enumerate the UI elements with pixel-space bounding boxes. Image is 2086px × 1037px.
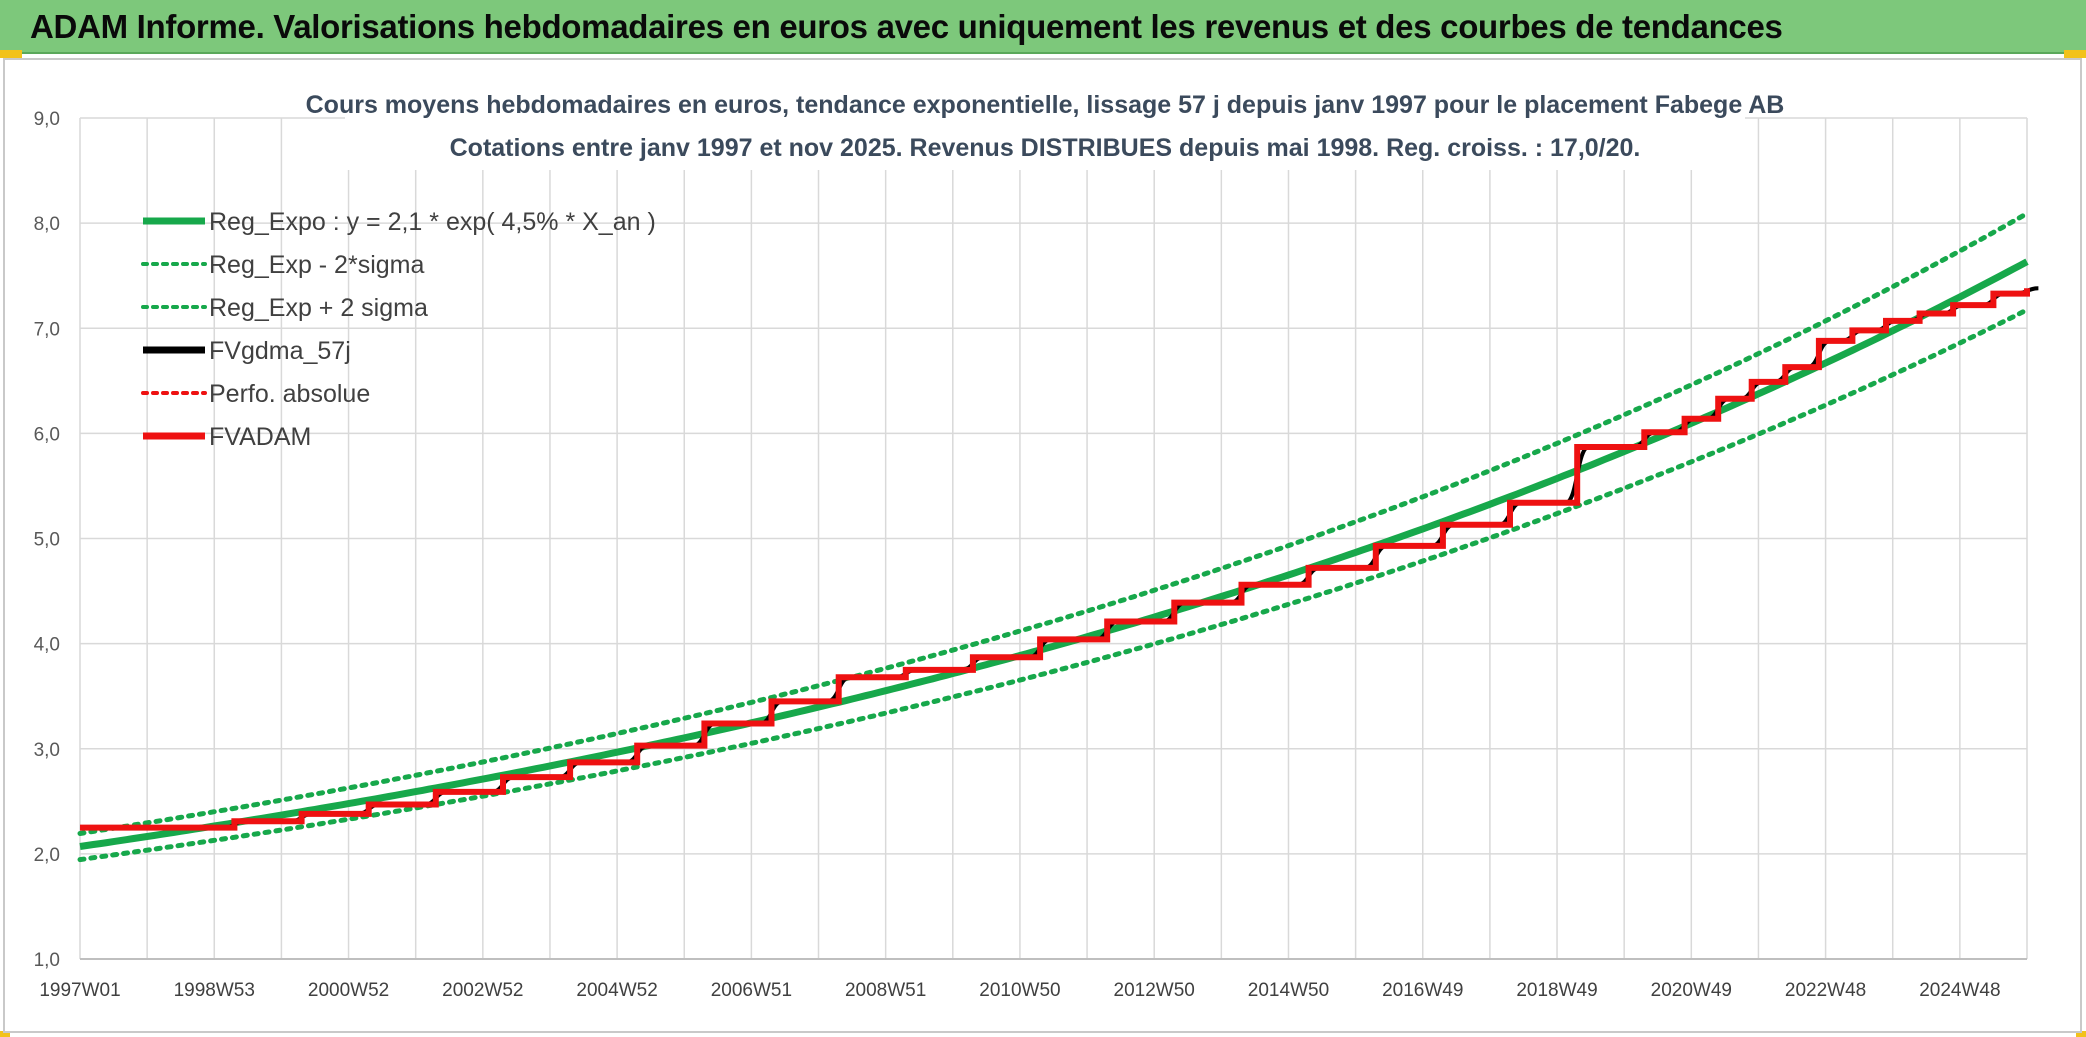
legend-label: FVADAM [209, 423, 311, 451]
x-tick-label: 1998W53 [174, 980, 255, 1001]
chart-subtitle: Cotations entre janv 1997 et nov 2025. R… [450, 134, 1641, 162]
legend-label: FVgdma_57j [209, 337, 351, 365]
x-tick-label: 2024W48 [1919, 980, 2000, 1001]
y-tick-label: 9,0 [34, 109, 60, 130]
y-tick-label: 6,0 [34, 424, 60, 445]
y-tick-label: 5,0 [34, 530, 60, 551]
title-background [345, 86, 1745, 170]
corner-mark-bottom-right [2076, 1031, 2086, 1037]
reg-exp-minus-2sigma-line [77, 307, 2030, 863]
y-tick-label: 3,0 [34, 740, 60, 761]
fvgdma-57j-line [79, 286, 2039, 830]
chart-frame [3, 58, 2082, 1033]
header-banner: ADAM Informe. Valorisations hebdomadaire… [0, 0, 2086, 54]
corner-mark-bottom-left [0, 1031, 10, 1037]
x-tick-label: 2020W49 [1651, 980, 1732, 1001]
legend: Reg_Expo : y = 2,1 * exp( 4,5% * X_an ) R… [141, 208, 656, 451]
y-tick-label: 7,0 [34, 319, 60, 340]
reg-exp-plus-2sigma-line [77, 211, 2030, 836]
y-tick-label: 4,0 [34, 635, 60, 656]
y-tick-label: 1,0 [34, 950, 60, 971]
x-tick-label: 1997W01 [39, 980, 120, 1001]
x-tick-label: 2004W52 [576, 980, 657, 1001]
chart-title: Cours moyens hebdomadaires en euros, ten… [306, 91, 1785, 119]
x-tick-label: 2022W48 [1785, 980, 1866, 1001]
fvadam-line [79, 288, 2030, 831]
legend-label: Perfo. absolue [209, 380, 370, 408]
x-tick-label: 2008W51 [845, 980, 926, 1001]
legend-label: Reg_Exp - 2*sigma [209, 251, 424, 279]
x-tick-label: 2006W51 [711, 980, 792, 1001]
x-axis-ticks: 1997W01 1998W53 2000W52 2002W52 2004W52 2006W… [39, 980, 2000, 1001]
x-tick-label: 2002W52 [442, 980, 523, 1001]
x-tick-label: 2018W49 [1516, 980, 1597, 1001]
x-tick-label: 2012W50 [1114, 980, 1195, 1001]
x-tick-label: 2014W50 [1248, 980, 1329, 1001]
y-axis-ticks: 1,0 2,0 3,0 4,0 5,0 6,0 7,0 8,0 9,0 [34, 109, 60, 971]
grid-lines [79, 117, 2028, 960]
y-tick-label: 8,0 [34, 214, 60, 235]
legend-label: Reg_Expo : y = 2,1 * exp( 4,5% * X_an ) [209, 208, 656, 236]
y-tick-label: 2,0 [34, 845, 60, 866]
corner-mark-left [0, 50, 22, 58]
corner-mark-right [2064, 50, 2086, 58]
series-lines [77, 211, 2039, 863]
legend-label: Reg_Exp + 2 sigma [209, 294, 428, 322]
x-tick-label: 2016W49 [1382, 980, 1463, 1001]
x-tick-label: 2000W52 [308, 980, 389, 1001]
reg-expo-line [79, 258, 2029, 850]
page-title: ADAM Informe. Valorisations hebdomadaire… [30, 8, 1783, 45]
x-tick-label: 2010W50 [979, 980, 1060, 1001]
